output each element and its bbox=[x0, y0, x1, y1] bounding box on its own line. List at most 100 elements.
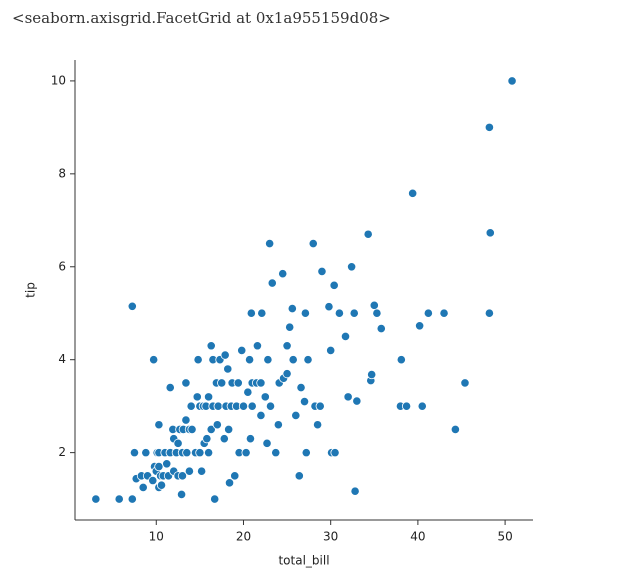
point bbox=[181, 378, 191, 388]
point bbox=[317, 266, 327, 277]
point bbox=[154, 461, 164, 472]
point bbox=[271, 448, 281, 458]
point bbox=[460, 378, 470, 388]
point bbox=[291, 410, 301, 421]
point bbox=[141, 448, 151, 458]
point bbox=[262, 438, 272, 448]
point bbox=[195, 448, 205, 458]
point bbox=[303, 355, 313, 365]
point bbox=[217, 378, 227, 388]
point bbox=[177, 471, 188, 481]
point bbox=[148, 475, 158, 486]
point bbox=[206, 424, 216, 434]
point bbox=[260, 392, 270, 402]
point bbox=[244, 355, 255, 365]
point bbox=[417, 401, 427, 411]
point bbox=[278, 269, 288, 279]
point bbox=[212, 420, 222, 430]
point bbox=[439, 308, 449, 318]
point bbox=[282, 341, 292, 351]
point bbox=[296, 382, 306, 393]
point bbox=[210, 494, 220, 504]
point bbox=[184, 466, 195, 476]
point bbox=[176, 489, 187, 500]
point bbox=[301, 448, 311, 458]
point bbox=[313, 420, 323, 430]
x-tick-label: 30 bbox=[323, 530, 338, 544]
point bbox=[347, 262, 357, 272]
point bbox=[233, 378, 243, 388]
point bbox=[263, 355, 273, 365]
x-tick-label: 50 bbox=[497, 530, 512, 544]
point bbox=[350, 486, 360, 496]
point bbox=[213, 401, 223, 411]
point bbox=[285, 322, 295, 332]
point bbox=[224, 478, 235, 488]
point bbox=[246, 308, 256, 318]
point bbox=[243, 387, 253, 397]
point bbox=[369, 300, 379, 310]
point bbox=[363, 229, 373, 239]
point bbox=[257, 308, 267, 318]
point bbox=[300, 308, 310, 318]
point bbox=[138, 482, 148, 493]
point bbox=[193, 355, 203, 365]
point bbox=[220, 350, 230, 360]
point bbox=[308, 238, 318, 249]
x-tick-label: 10 bbox=[149, 530, 164, 544]
point bbox=[156, 480, 167, 490]
y-axis-label: tip bbox=[24, 282, 38, 298]
point bbox=[182, 448, 192, 458]
point bbox=[192, 392, 202, 402]
point bbox=[294, 471, 304, 481]
point bbox=[267, 278, 277, 288]
y-tick-label: 6 bbox=[58, 259, 66, 273]
x-axis-label: total_bill bbox=[278, 554, 329, 568]
point bbox=[237, 345, 247, 356]
point bbox=[485, 228, 495, 238]
point bbox=[507, 76, 517, 86]
point bbox=[238, 401, 249, 411]
x-tick-label: 20 bbox=[236, 530, 251, 544]
x-tick-label: 40 bbox=[410, 530, 425, 544]
point bbox=[330, 448, 340, 458]
point bbox=[252, 341, 263, 351]
point bbox=[415, 321, 425, 331]
point bbox=[334, 308, 345, 318]
point bbox=[129, 448, 140, 458]
point bbox=[223, 364, 233, 374]
point bbox=[224, 424, 234, 434]
output-text: <seaborn.axisgrid.FacetGrid at 0x1a95515… bbox=[12, 9, 391, 27]
point bbox=[450, 424, 460, 434]
point bbox=[149, 355, 159, 365]
point bbox=[315, 401, 325, 411]
point bbox=[287, 303, 297, 314]
point bbox=[162, 459, 172, 469]
point bbox=[484, 308, 494, 318]
point bbox=[376, 323, 386, 334]
point bbox=[299, 396, 310, 407]
point bbox=[349, 308, 359, 318]
point bbox=[127, 494, 137, 504]
point bbox=[256, 410, 266, 421]
point bbox=[484, 122, 494, 132]
point bbox=[396, 355, 406, 365]
point bbox=[114, 494, 124, 504]
point bbox=[165, 382, 175, 393]
point bbox=[127, 301, 137, 311]
y-tick-label: 2 bbox=[58, 445, 66, 459]
point bbox=[245, 434, 256, 444]
point bbox=[154, 420, 164, 430]
point bbox=[326, 345, 336, 356]
point bbox=[181, 415, 191, 425]
point bbox=[265, 401, 276, 411]
point bbox=[401, 401, 412, 411]
point bbox=[352, 396, 362, 406]
point bbox=[206, 341, 216, 351]
point bbox=[203, 392, 214, 402]
y-tick-label: 10 bbox=[51, 73, 66, 87]
point bbox=[187, 424, 197, 434]
point bbox=[340, 331, 351, 342]
